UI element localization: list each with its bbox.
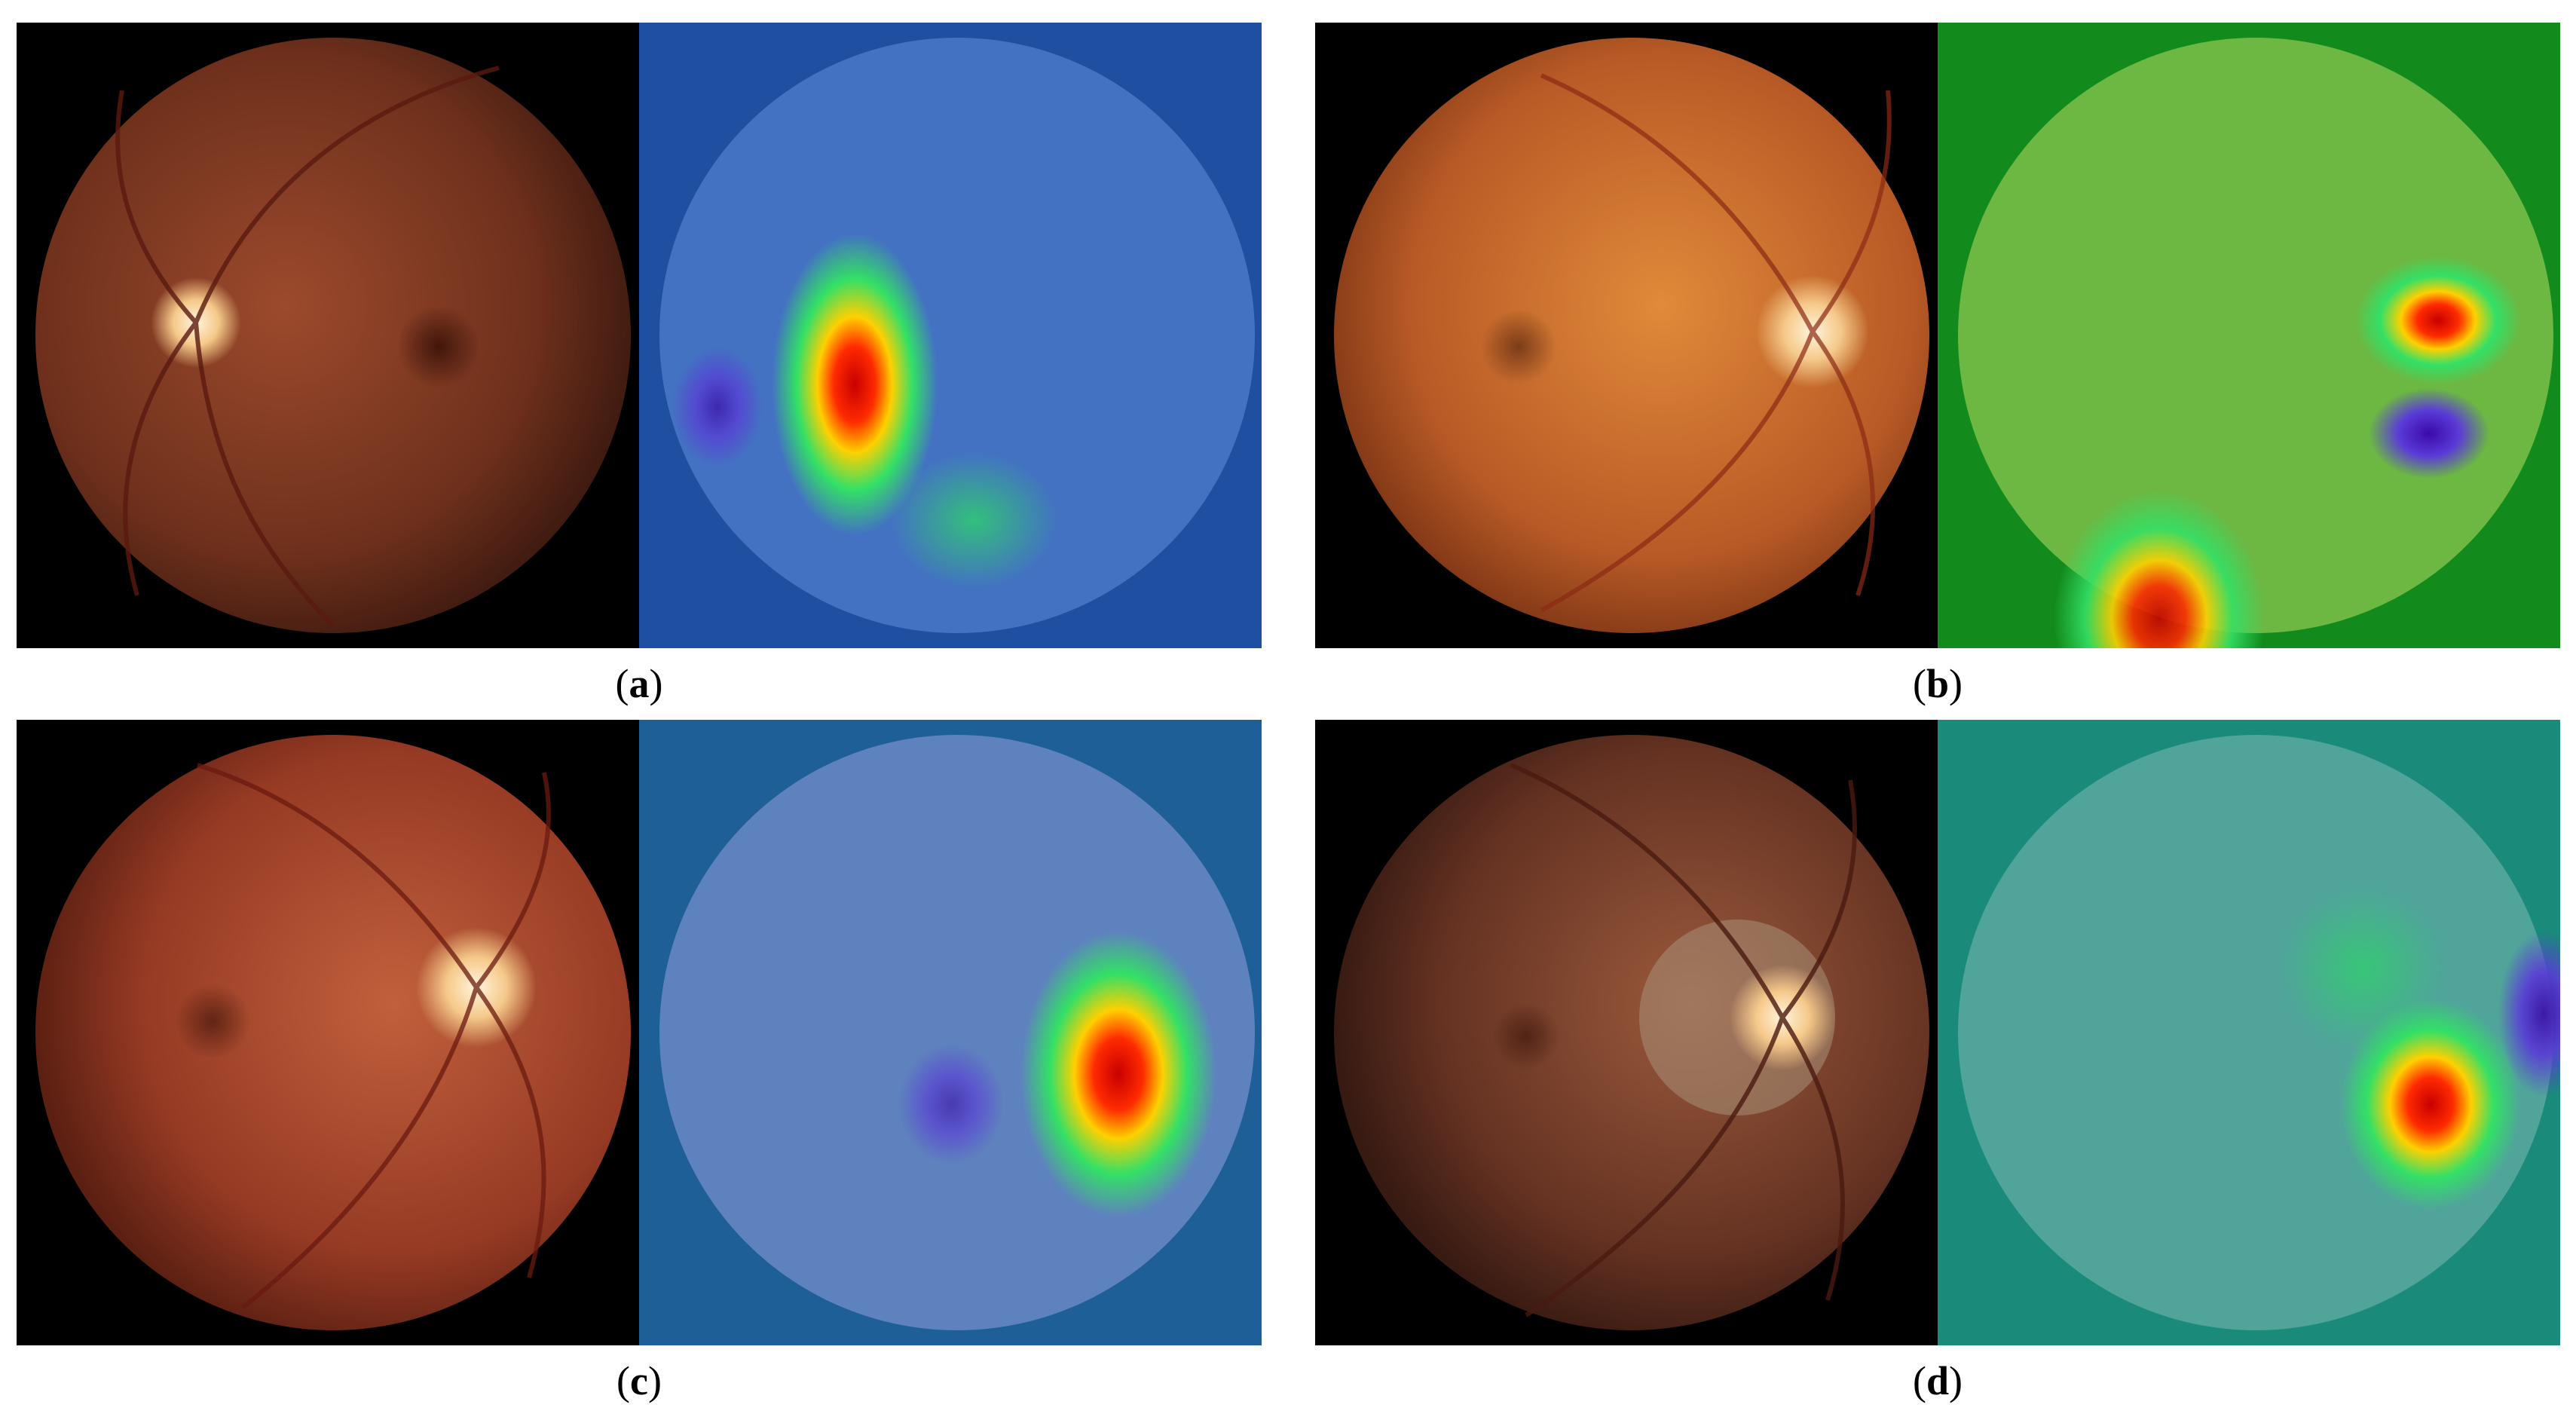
panel-a-graphic: [17, 23, 1262, 648]
paren-close: ): [647, 1358, 662, 1403]
caption-c: (c): [526, 1360, 752, 1401]
paren-close: ): [1949, 661, 1963, 706]
fundus-photo: [35, 38, 631, 633]
heatmap-secondary: [891, 452, 1057, 588]
caption-a: (a): [526, 663, 752, 704]
caption-b: (b): [1825, 663, 2051, 704]
vessels: [115, 66, 500, 628]
vessels: [197, 763, 551, 1310]
fundus-photo: [35, 735, 631, 1330]
paren-open: (: [615, 661, 629, 706]
caption-label: d: [1926, 1358, 1950, 1403]
panel-b: [1315, 23, 2560, 648]
heatmap-hotspot: [2355, 256, 2521, 384]
heatmap-cold: [672, 347, 763, 467]
panel-a: [17, 23, 1262, 648]
paren-close: ): [1949, 1358, 1963, 1403]
heatmap-cold: [2498, 931, 2560, 1097]
caption-label: a: [629, 661, 650, 706]
vessels: [1540, 73, 1892, 613]
heatmap-fundus: [1958, 38, 2553, 633]
panel-b-graphic: [1315, 23, 2560, 648]
paren-close: ): [649, 661, 663, 706]
fundus-photo: [1334, 735, 1929, 1330]
panel-c: [17, 720, 1262, 1345]
caption-label: c: [630, 1358, 648, 1403]
caption-d: (d): [1825, 1360, 2051, 1401]
panel-d-graphic: [1315, 720, 2560, 1345]
caption-label: b: [1926, 661, 1950, 706]
heatmap-cold: [898, 1044, 1004, 1164]
heatmap-cold: [2369, 388, 2489, 479]
paren-open: (: [1912, 661, 1926, 706]
vessels: [1510, 763, 1857, 1317]
heatmap-secondary: [2280, 886, 2446, 1051]
fundus-photo: [1334, 38, 1929, 633]
panel-c-graphic: [17, 720, 1262, 1345]
macula: [1481, 309, 1556, 384]
heatmap-secondary: [2054, 490, 2265, 648]
macula: [175, 984, 250, 1059]
macula: [1492, 1002, 1560, 1070]
panel-d: [1315, 720, 2560, 1345]
heatmap-hotspot: [772, 234, 938, 535]
macula: [397, 305, 480, 388]
paren-open: (: [616, 1358, 631, 1403]
heatmap-hotspot: [2340, 999, 2521, 1210]
heatmap-hotspot: [1020, 931, 1216, 1217]
paren-open: (: [1912, 1358, 1926, 1403]
